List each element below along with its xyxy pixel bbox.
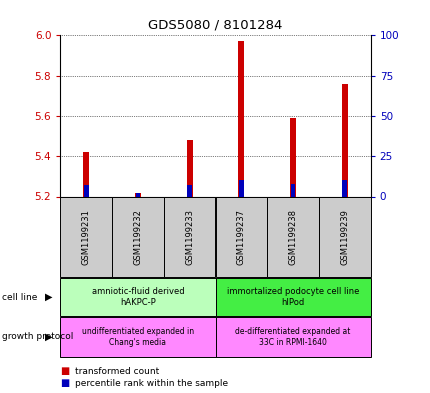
- Text: GSM1199233: GSM1199233: [185, 209, 194, 265]
- Bar: [135, 193, 141, 196]
- Text: cell line: cell line: [2, 293, 37, 301]
- Text: GSM1199231: GSM1199231: [82, 209, 90, 265]
- Bar: [84, 185, 88, 196]
- Text: amniotic-fluid derived
hAKPC-P: amniotic-fluid derived hAKPC-P: [92, 287, 184, 307]
- Bar: [215, 196, 267, 277]
- Bar: [186, 140, 192, 196]
- Text: transformed count: transformed count: [75, 367, 159, 376]
- Text: de-differentiated expanded at
33C in RPMI-1640: de-differentiated expanded at 33C in RPM…: [235, 327, 350, 347]
- Bar: [239, 180, 243, 196]
- Bar: [267, 196, 318, 277]
- Bar: [290, 184, 295, 196]
- Text: ▶: ▶: [45, 332, 52, 342]
- Text: GSM1199237: GSM1199237: [237, 209, 245, 265]
- Bar: [215, 278, 370, 316]
- Text: GSM1199238: GSM1199238: [288, 209, 297, 265]
- Bar: [342, 180, 346, 196]
- Text: ▶: ▶: [45, 292, 52, 302]
- Bar: [60, 317, 215, 357]
- Bar: [135, 193, 140, 196]
- Bar: [60, 196, 112, 277]
- Bar: [187, 185, 191, 196]
- Text: immortalized podocyte cell line
hIPod: immortalized podocyte cell line hIPod: [226, 287, 359, 307]
- Text: growth protocol: growth protocol: [2, 332, 74, 341]
- Text: undifferentiated expanded in
Chang's media: undifferentiated expanded in Chang's med…: [82, 327, 194, 347]
- Text: ■: ■: [60, 378, 69, 388]
- Text: ■: ■: [60, 366, 69, 376]
- Text: GSM1199232: GSM1199232: [133, 209, 142, 265]
- Title: GDS5080 / 8101284: GDS5080 / 8101284: [148, 18, 282, 31]
- Bar: [215, 317, 370, 357]
- Bar: [163, 196, 215, 277]
- Bar: [341, 84, 347, 196]
- Bar: [289, 118, 295, 196]
- Bar: [318, 196, 370, 277]
- Text: GSM1199239: GSM1199239: [340, 209, 348, 265]
- Bar: [60, 278, 215, 316]
- Bar: [238, 41, 244, 196]
- Bar: [83, 152, 89, 196]
- Text: percentile rank within the sample: percentile rank within the sample: [75, 379, 228, 387]
- Bar: [112, 196, 163, 277]
